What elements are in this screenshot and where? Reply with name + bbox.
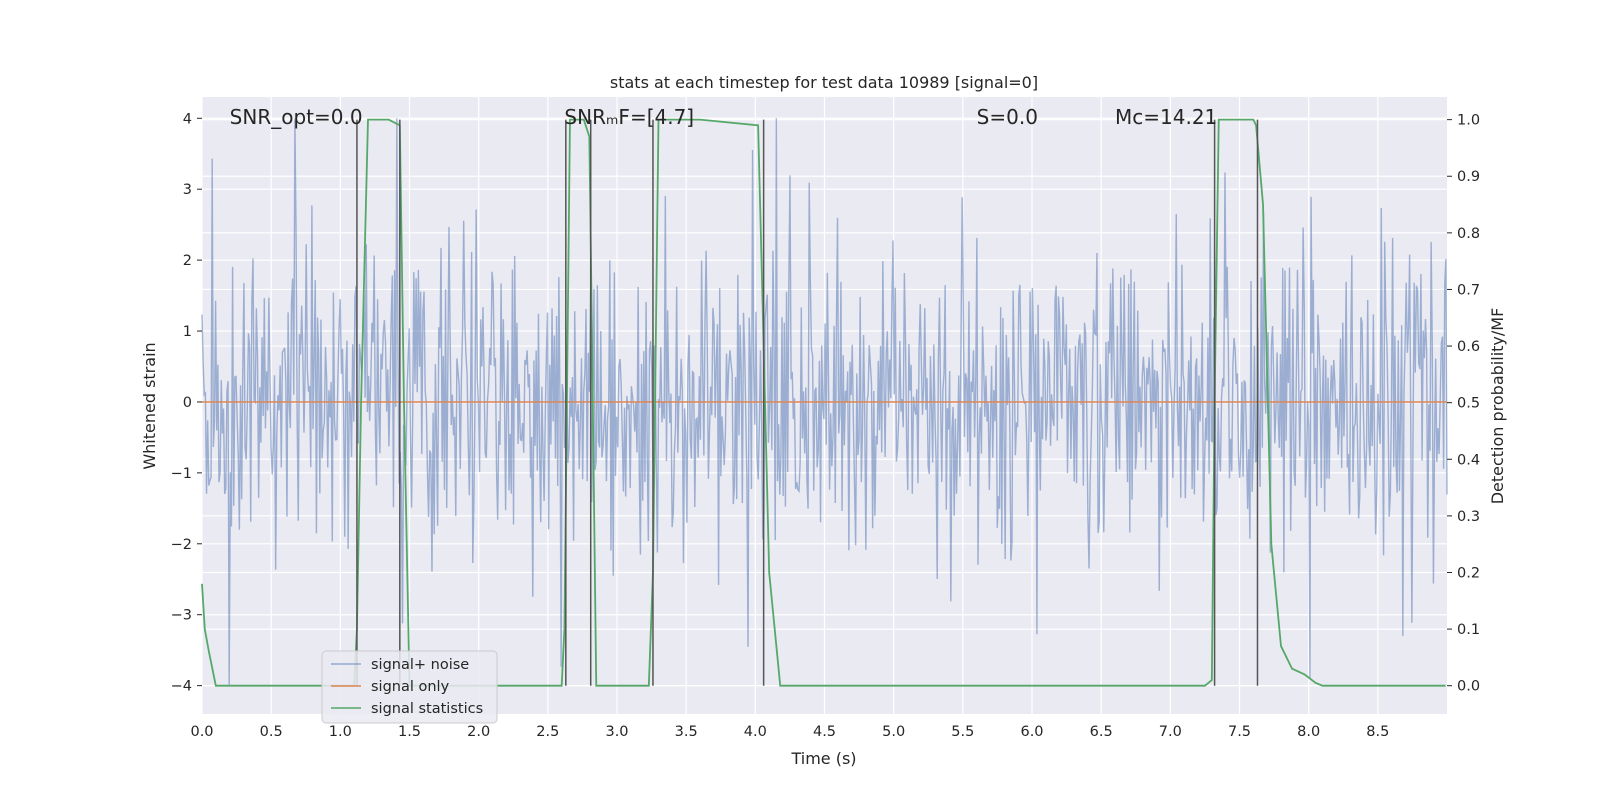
y-tick-label: 3 <box>183 182 192 198</box>
y2-axis-ticks: 1.0 0.9 0.8 0.7 0.6 0.5 0.4 0.3 0.2 0.1 0.0 <box>1447 113 1480 695</box>
x-tick-label: 4.0 <box>744 724 767 740</box>
y2-tick-label: 0.7 <box>1457 282 1480 298</box>
legend-label-signal-noise: signal+ noise <box>371 657 469 673</box>
x-tick-label: 0.0 <box>190 724 213 740</box>
legend-label-signal-only: signal only <box>371 679 450 695</box>
y2-tick-label: 1.0 <box>1457 113 1480 129</box>
y2-tick-label: 0.1 <box>1457 622 1480 638</box>
y2-tick-label: 0.8 <box>1457 226 1480 242</box>
annotation-label: SNRₘF=[4.7] <box>564 105 694 129</box>
x-tick-label: 5.0 <box>882 724 905 740</box>
x-tick-label: 6.5 <box>1090 724 1113 740</box>
y-tick-label: −4 <box>171 679 192 695</box>
y-tick-label: 4 <box>183 111 192 127</box>
x-tick-label: 3.5 <box>675 724 698 740</box>
x-tick-label: 7.0 <box>1159 724 1182 740</box>
x-tick-label: 7.5 <box>1228 724 1251 740</box>
y-tick-label: −1 <box>171 466 192 482</box>
x-tick-label: 2.0 <box>467 724 490 740</box>
annotation-label: Mᴄ=14.21 <box>1115 105 1217 129</box>
y-axis-ticks: 4 3 2 1 0 −1 −2 −3 −4 <box>171 111 202 695</box>
annotation-label: S=0.0 <box>977 105 1038 129</box>
x-tick-label: 1.5 <box>398 724 421 740</box>
legend: signal+ noise signal only signal statist… <box>321 650 498 724</box>
y2-tick-label: 0.4 <box>1457 452 1480 468</box>
y-tick-label: −3 <box>171 608 192 624</box>
x-tick-label: 3.0 <box>605 724 628 740</box>
x-tick-label: 0.5 <box>260 724 283 740</box>
y2-tick-label: 0.9 <box>1457 169 1480 185</box>
x-axis-ticks: 0.0 0.5 1.0 1.5 2.0 2.5 3.0 3.5 4.0 4.5 5.0 5.5 6.0 6… <box>190 724 1389 740</box>
vertical-markers <box>356 119 1259 686</box>
y-axis-label: Whitened strain <box>140 342 159 469</box>
x-tick-label: 2.5 <box>536 724 559 740</box>
y-tick-label: 1 <box>183 324 192 340</box>
y2-tick-label: 0.0 <box>1457 679 1480 695</box>
legend-label-signal-statistics: signal statistics <box>371 701 483 717</box>
x-tick-label: 6.0 <box>1020 724 1043 740</box>
y2-tick-label: 0.6 <box>1457 339 1480 355</box>
x-tick-label: 4.5 <box>813 724 836 740</box>
chart-title: stats at each timestep for test data 109… <box>610 73 1038 92</box>
y-tick-label: 2 <box>183 253 192 269</box>
y2-tick-label: 0.2 <box>1457 565 1480 581</box>
x-tick-label: 5.5 <box>951 724 974 740</box>
series-signal-noise <box>201 118 1448 686</box>
noise-group <box>201 118 1448 686</box>
y2-tick-label: 0.3 <box>1457 509 1480 525</box>
x-tick-label: 8.0 <box>1297 724 1320 740</box>
y2-tick-label: 0.5 <box>1457 396 1480 412</box>
legend-box <box>321 650 498 724</box>
annotations: SNR_opt=0.0 SNRₘF=[4.7] S=0.0 Mᴄ=14.21 <box>230 105 1218 129</box>
x-tick-label: 8.5 <box>1366 724 1389 740</box>
y-tick-label: −2 <box>171 537 192 553</box>
y-tick-label: 0 <box>183 395 192 411</box>
y2-axis-label: Detection probability/MF <box>1488 308 1507 505</box>
x-axis-label: Time (s) <box>790 749 856 768</box>
annotation-label: SNR_opt=0.0 <box>230 105 363 129</box>
x-tick-label: 1.0 <box>329 724 352 740</box>
